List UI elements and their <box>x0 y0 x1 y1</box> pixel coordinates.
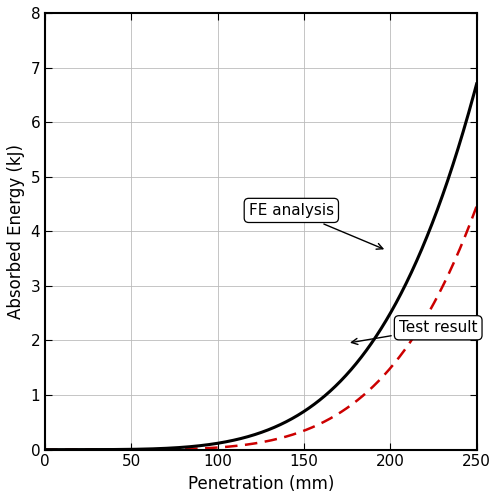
Text: FE analysis: FE analysis <box>249 203 383 249</box>
Text: Test result: Test result <box>352 320 478 344</box>
X-axis label: Penetration (mm): Penetration (mm) <box>188 475 334 493</box>
Y-axis label: Absorbed Energy (kJ): Absorbed Energy (kJ) <box>7 144 25 319</box>
